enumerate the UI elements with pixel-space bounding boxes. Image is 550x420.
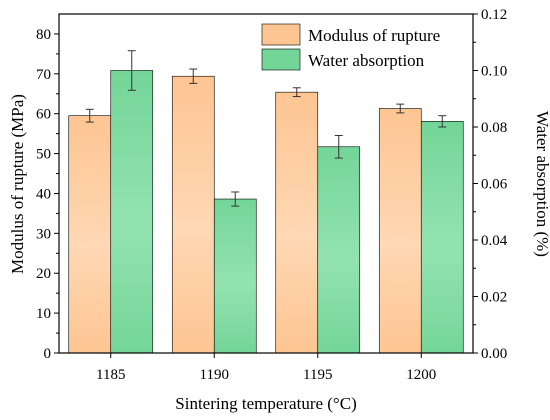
bar-modulus-of-rupture-1200 bbox=[378, 108, 422, 354]
y-tick-label-right: 0.10 bbox=[481, 64, 507, 80]
bar-water-absorption-1200 bbox=[420, 121, 464, 354]
y-tick-label-left: 0 bbox=[44, 346, 52, 362]
x-axis-label: Sintering temperature (°C) bbox=[175, 394, 356, 413]
ticks-layer: 1185 1190 1195 1200 0 10 20 30 40 50 60 70 80 0.00 0.0… bbox=[36, 7, 508, 383]
y-tick-label-right: 0.00 bbox=[481, 346, 507, 362]
bar-water-absorption-1190 bbox=[213, 198, 257, 354]
x-tick-label: 1200 bbox=[406, 367, 436, 383]
x-tick-label: 1195 bbox=[303, 367, 332, 383]
y-tick-label-left: 20 bbox=[36, 266, 51, 282]
bar-modulus-of-rupture-1190 bbox=[171, 75, 215, 354]
error-bar-water-absorption-1200 bbox=[438, 115, 447, 128]
bars-layer bbox=[68, 70, 464, 354]
y-tick-label-right: 0.08 bbox=[481, 120, 507, 136]
y-tick-label-right: 0.04 bbox=[481, 233, 508, 249]
y-tick-label-left: 50 bbox=[36, 147, 51, 163]
y-tick-label-left: 40 bbox=[36, 186, 51, 202]
y-tick-label-right: 0.02 bbox=[481, 290, 507, 306]
error-bars-layer bbox=[85, 50, 447, 207]
legend-label-modulus-of-rupture: Modulus of rupture bbox=[308, 26, 440, 45]
legend-swatch-water-absorption bbox=[261, 48, 301, 71]
y-tick-label-left: 60 bbox=[36, 107, 51, 123]
error-bar-modulus-of-rupture-1195 bbox=[292, 87, 301, 98]
y-axis-label-left: Modulus of rupture (MPa) bbox=[8, 94, 27, 274]
legend-label-water-absorption: Water absorption bbox=[308, 51, 425, 70]
error-bar-modulus-of-rupture-1200 bbox=[396, 103, 405, 114]
bar-modulus-of-rupture-1185 bbox=[68, 115, 112, 354]
bar-water-absorption-1195 bbox=[317, 146, 361, 354]
error-bar-water-absorption-1190 bbox=[231, 191, 240, 207]
x-tick-label: 1190 bbox=[200, 367, 229, 383]
error-bar-modulus-of-rupture-1190 bbox=[189, 68, 198, 84]
bar-modulus-of-rupture-1195 bbox=[275, 91, 319, 354]
y-tick-label-right: 0.06 bbox=[481, 177, 508, 193]
y-tick-label-left: 30 bbox=[36, 226, 51, 242]
error-bar-modulus-of-rupture-1185 bbox=[85, 108, 94, 123]
error-bar-water-absorption-1185 bbox=[127, 50, 136, 91]
x-tick-label: 1185 bbox=[96, 367, 125, 383]
y-tick-label-left: 80 bbox=[36, 27, 51, 43]
legend-swatch-modulus-of-rupture bbox=[261, 23, 301, 46]
y-tick-label-left: 10 bbox=[36, 306, 51, 322]
bar-water-absorption-1185 bbox=[110, 70, 154, 354]
y-tick-label-left: 70 bbox=[36, 67, 51, 83]
error-bar-water-absorption-1195 bbox=[334, 134, 343, 159]
y-axis-label-right: Water absorption (%) bbox=[533, 111, 550, 257]
legend: Modulus of rupture Water absorption bbox=[261, 23, 440, 71]
y-tick-label-right: 0.12 bbox=[481, 7, 507, 23]
